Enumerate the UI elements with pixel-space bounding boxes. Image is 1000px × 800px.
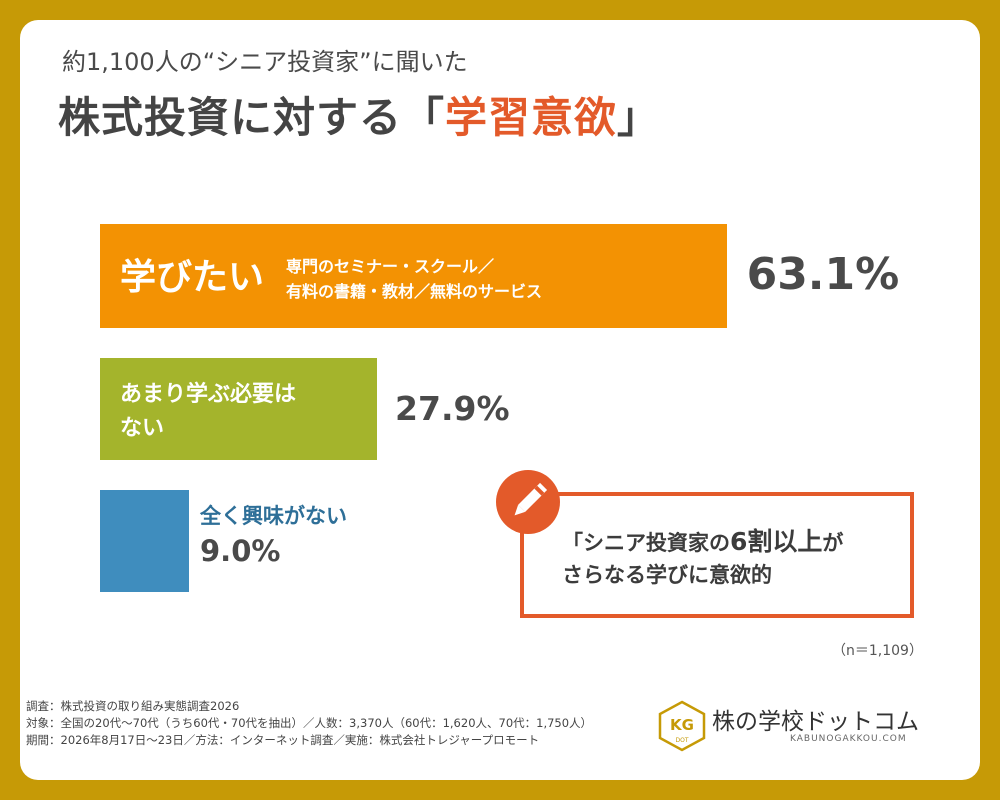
pencil-icon	[496, 470, 560, 534]
page-title: 株式投資に対する「学習意欲」	[58, 84, 660, 145]
title-close: 」	[617, 93, 661, 142]
logo-emblem-icon: KG DOT	[658, 700, 706, 752]
bar-detail-line: 有料の書籍・教材／無料のサービス	[286, 282, 543, 301]
bar-2	[100, 358, 378, 460]
subtitle: 約1,100人の“シニア投資家”に聞いた	[62, 48, 468, 76]
logo-emblem-text: KG	[670, 716, 694, 734]
bar-label-no-need: あまり学ぶ必要は ない	[120, 378, 340, 446]
bar-label-line: ない	[120, 416, 165, 441]
sample-size: （n＝1,109）	[832, 643, 923, 659]
callout-line-2: さらなる学びに意欲的	[562, 563, 772, 587]
bar-value-label: 9.0%	[200, 534, 281, 568]
bar-value-label: 27.9%	[395, 388, 510, 428]
callout-line-1: 「シニア投資家の6割以上が	[562, 527, 844, 556]
survey-note-line: 対象：全国の20代〜70代（うち60代・70代を抽出）／人数：3,370人（60…	[26, 716, 593, 730]
title-main: 株式投資に対する「	[58, 93, 446, 142]
title-accent: 学習意欲	[445, 93, 618, 142]
logo-url: KABUNOGAKKOU.COM	[790, 734, 907, 744]
survey-note-line: 期間：2026年8月17日〜23日／方法：インターネット調査／実施：株式会社トレ…	[26, 733, 540, 747]
survey-notes: 調査：株式投資の取り組み実態調査2026 対象：全国の20代〜70代（うち60代…	[26, 698, 592, 749]
bar-detail-line: 専門のセミナー・スクール／	[286, 257, 495, 276]
bar-label-no-interest: 全く興味がない	[200, 504, 347, 528]
survey-note-line: 調査：株式投資の取り組み実態調査2026	[26, 699, 240, 713]
logo-name: 株の学校ドットコム	[712, 709, 919, 735]
bar-1	[100, 224, 727, 328]
logo-emblem-small: DOT	[675, 737, 688, 744]
callout-text: 「シニア投資家の6割以上が さらなる学びに意欲的	[562, 526, 843, 591]
bar-3	[100, 490, 190, 592]
callout-emphasis: 6割以上	[730, 527, 823, 556]
bar-label-want-to-learn: 学びたい	[120, 257, 265, 298]
bar-label-line: あまり学ぶ必要は	[120, 382, 297, 407]
bar-detail-text: 専門のセミナー・スクール／ 有料の書籍・教材／無料のサービス	[286, 254, 542, 304]
callout-box	[520, 492, 914, 618]
bar-chart: 63.1% 27.9% 9.0%	[100, 224, 900, 592]
bar-value-label: 63.1%	[746, 248, 900, 300]
